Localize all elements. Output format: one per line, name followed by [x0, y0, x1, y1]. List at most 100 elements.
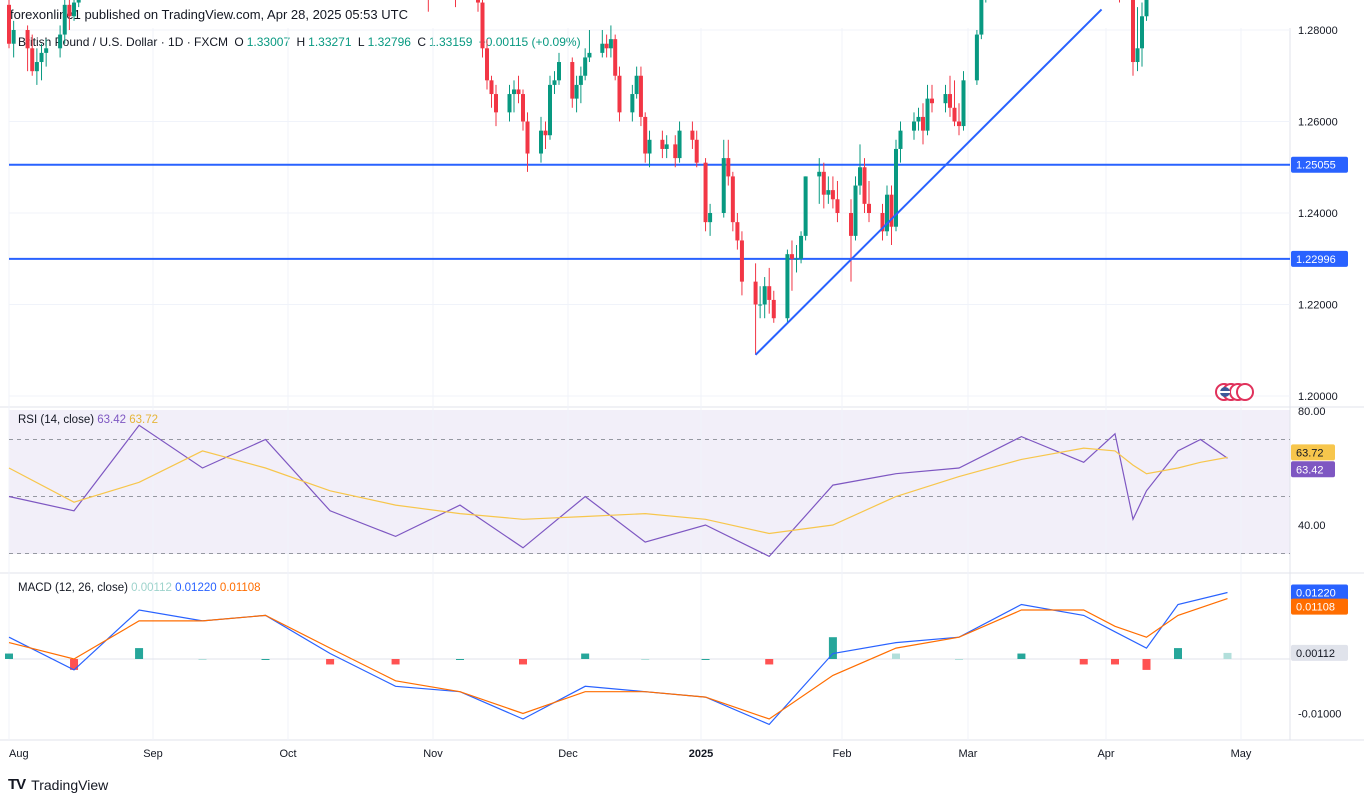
- candle-body: [557, 62, 561, 81]
- rsi-tick-label: 40.00: [1298, 520, 1326, 532]
- candle-body: [34, 62, 39, 72]
- candle-body: [730, 176, 735, 223]
- candle-body: [578, 75, 583, 85]
- candle-body: [72, 2, 77, 17]
- candle-body: [516, 89, 521, 95]
- rsi-band-fill: [9, 410, 1290, 554]
- time-tick-label: 2025: [689, 748, 713, 760]
- macd-histogram-bar: [326, 659, 335, 665]
- candle-body: [885, 194, 889, 232]
- candle-body: [638, 75, 643, 117]
- candle-body: [753, 281, 758, 305]
- macd-histogram-bar: [955, 659, 963, 660]
- candle-body: [489, 80, 494, 95]
- macd-signal-value: 0.01108: [219, 582, 261, 594]
- macd-histogram-bar: [828, 637, 837, 659]
- level-price-tag: [1291, 250, 1348, 267]
- candle-body: [664, 144, 669, 149]
- candle-body: [889, 194, 894, 227]
- candle-body: [58, 34, 63, 49]
- rsi-legend: RSI (14, close) 63.42 63.72: [18, 414, 158, 426]
- high-value: 1.33271: [308, 35, 352, 49]
- macd-value-tag-label: 0.00112: [1296, 648, 1335, 660]
- macd-histogram-bar: [1017, 653, 1026, 659]
- macd-histogram-bar: [1111, 659, 1119, 665]
- candle-body: [762, 286, 767, 305]
- level-price-tag-label: 1.25055: [1296, 160, 1336, 172]
- candle-body: [830, 190, 835, 200]
- candle-body: [826, 190, 831, 195]
- macd-histogram-bar: [892, 653, 900, 659]
- candle-body: [543, 130, 548, 136]
- time-tick-label: Sep: [143, 748, 163, 760]
- candle-body: [570, 62, 575, 99]
- time-tick-label: Oct: [279, 748, 296, 760]
- candle-body: [587, 52, 592, 58]
- price-tick-label: 1.24000: [1298, 208, 1338, 220]
- candle-body: [539, 130, 543, 154]
- macd-histogram-bar: [701, 659, 710, 660]
- candle-body: [476, 0, 480, 3]
- candle-body: [39, 52, 44, 63]
- candle-body: [785, 254, 790, 319]
- macd-histogram-bar: [581, 653, 590, 659]
- candle-body: [552, 80, 557, 85]
- candle-body: [30, 48, 35, 72]
- macd-value-tag: [1291, 584, 1348, 601]
- macd-histogram-bar: [519, 659, 527, 665]
- low-value: 1.32796: [367, 35, 411, 49]
- candle-body: [726, 158, 731, 177]
- candle-body: [1144, 0, 1149, 17]
- level-price-tag-label: 1.22996: [1296, 254, 1336, 266]
- candle-body: [925, 98, 930, 131]
- open-label: O: [234, 35, 244, 49]
- candle-body: [25, 30, 30, 49]
- candle-body: [600, 43, 605, 53]
- macd-histogram-bar: [198, 659, 207, 660]
- candle-body: [574, 84, 579, 99]
- candle-body: [974, 34, 979, 81]
- price-tick-label: 1.20000: [1298, 391, 1338, 403]
- macd-signal-line: [8, 598, 1228, 720]
- candle-body: [643, 116, 648, 154]
- candle-body: [853, 185, 858, 236]
- candle-body: [617, 75, 622, 113]
- rsi-value: 63.42: [97, 414, 127, 426]
- candle-body: [948, 94, 952, 108]
- gridlines: [0, 28, 1364, 741]
- macd-pane: [5, 591, 1290, 726]
- candle-body: [494, 94, 498, 113]
- candle-body: [821, 171, 826, 195]
- symbol-legend: British Pound / U.S. Dollar · 1D · FXCM …: [18, 35, 584, 49]
- candle-body: [943, 94, 948, 104]
- candle-body: [735, 222, 740, 241]
- candle-body: [604, 43, 609, 49]
- candle-body: [521, 94, 525, 122]
- candle-body: [803, 176, 808, 236]
- macd-histogram-bar: [765, 659, 774, 665]
- candle-body: [630, 94, 635, 113]
- rsi-pane: [8, 424, 1290, 558]
- macd-histogram-bar: [1142, 659, 1151, 670]
- candle-body: [694, 139, 699, 163]
- time-tick-label: Mar: [959, 748, 978, 760]
- high-label: H: [296, 35, 306, 49]
- candle-body: [894, 148, 898, 227]
- level-price-tag: [1291, 156, 1348, 173]
- candle-body: [912, 121, 916, 131]
- events-flag-icon[interactable]: [1215, 383, 1254, 401]
- candle-body: [67, 4, 72, 17]
- candle-body: [485, 48, 489, 81]
- tradingview-logo[interactable]: TV TradingView: [8, 776, 108, 793]
- rsi-title: RSI (14, close): [18, 414, 95, 426]
- rsi-ma-value: 63.72: [129, 414, 159, 426]
- candle-body: [708, 213, 713, 223]
- candle-body: [7, 4, 11, 44]
- candle-body: [758, 304, 763, 306]
- candle-body: [835, 199, 840, 213]
- price-candles: [7, 0, 1149, 355]
- macd-value-tag: [1291, 644, 1348, 661]
- candle-body: [794, 258, 799, 260]
- macd-histogram-bar: [5, 653, 13, 659]
